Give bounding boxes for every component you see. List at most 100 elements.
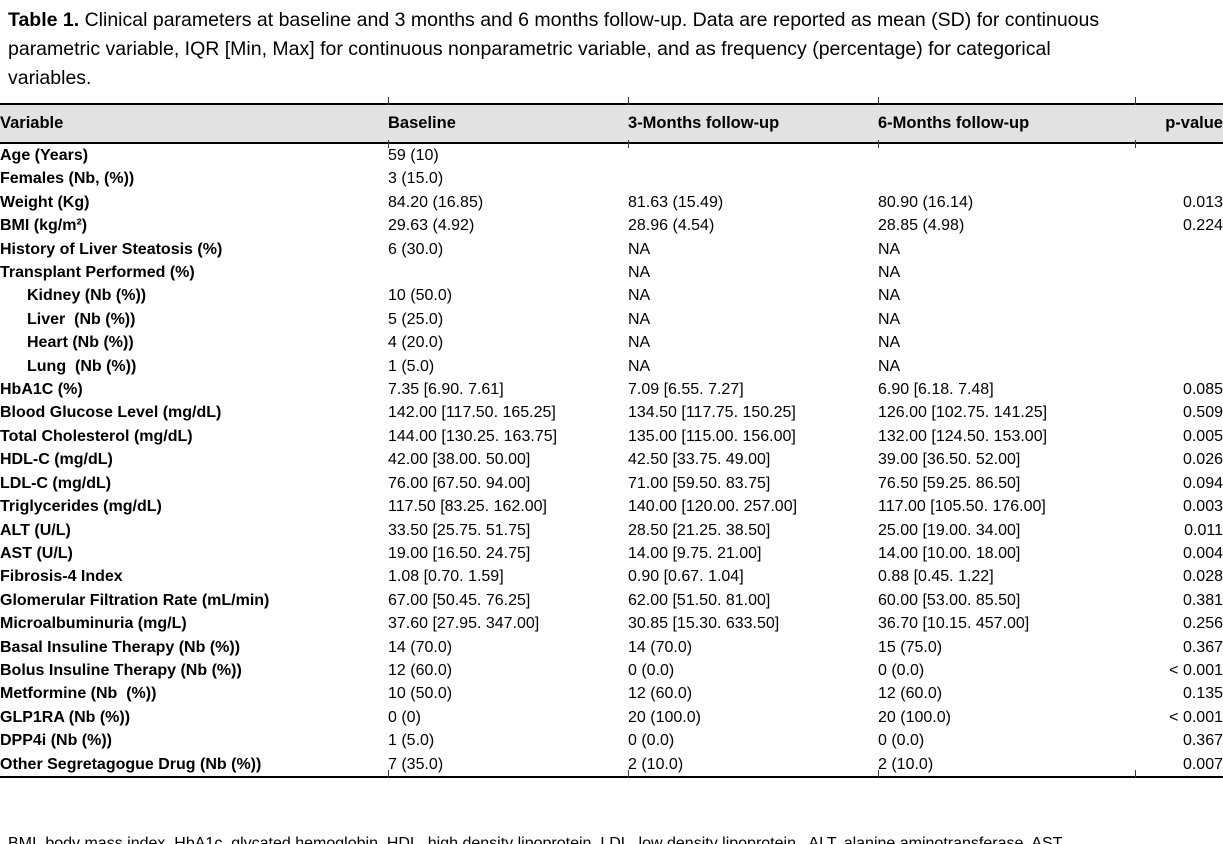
table-row: Other Segretagogue Drug (Nb (%)) 7 (35.0… [0, 752, 1223, 778]
followup-3m-cell: 0 (0.0) [628, 732, 675, 750]
followup-3m-cell: 134.50 [117.75. 150.25] [628, 404, 796, 422]
variable-cell: Transplant Performed (%) [0, 264, 195, 282]
followup-3m-cell: 28.96 (4.54) [628, 217, 715, 235]
variable-cell: Other Segretagogue Drug (Nb (%)) [0, 752, 388, 778]
header-baseline: Baseline [388, 103, 628, 144]
followup-6m-cell [878, 167, 1135, 190]
followup-6m-cell: 12 (60.0) [878, 685, 943, 703]
followup-3m-cell: 20 (100.0) [628, 708, 701, 726]
caption-text-1: Clinical parameters at baseline and 3 mo… [79, 9, 1100, 31]
baseline-cell: 1 (5.0) [388, 357, 435, 375]
followup-6m-cell: NA [878, 357, 901, 375]
followup-6m-cell: 126.00 [102.75. 141.25] [878, 404, 1048, 422]
table-header: Variable Baseline 3-Months follow-up 6-M… [0, 103, 1223, 144]
column-divider-tick [1135, 140, 1136, 148]
followup-3m-cell: NA [628, 310, 651, 328]
followup-3m-cell: 14 (70.0) [628, 638, 693, 656]
variable-cell: Females (Nb, (%)) [0, 170, 135, 188]
variable-cell: Heart (Nb (%)) [27, 334, 134, 352]
p-value-cell: 0.007 [1135, 752, 1223, 778]
followup-3m-cell [628, 167, 878, 190]
table-row: Transplant Performed (%) NA NA [0, 261, 1223, 284]
followup-6m-cell: 6.90 [6.18. 7.48] [878, 381, 994, 399]
baseline-cell: 5 (25.0) [388, 310, 444, 328]
variable-cell: History of Liver Steatosis (%) [0, 240, 223, 258]
p-value-cell: 0.256 [1182, 615, 1223, 633]
baseline-cell: 59 (10) [388, 147, 439, 164]
p-value-cell [1135, 284, 1223, 307]
p-value-cell: 0.013 [1182, 193, 1223, 211]
baseline-cell: 10 (50.0) [388, 685, 453, 703]
column-divider-tick [388, 770, 389, 778]
baseline-cell: 6 (30.0) [388, 240, 444, 258]
followup-6m-cell: 76.50 [59.25. 86.50] [878, 474, 1021, 492]
followup-6m-cell: NA [878, 310, 901, 328]
p-value-cell [1135, 261, 1223, 284]
header-p-value: p-value [1135, 103, 1223, 144]
variable-cell: Glomerular Filtration Rate (mL/min) [0, 591, 270, 609]
variable-cell: HDL-C (mg/dL) [0, 451, 113, 469]
table-row: Age (Years) 59 (10) [0, 143, 1223, 167]
variable-cell: Bolus Insuline Therapy (Nb (%)) [0, 661, 242, 679]
column-divider-tick [388, 97, 389, 105]
followup-6m-cell [878, 143, 1135, 167]
column-divider-tick [878, 770, 879, 778]
table-row: Females (Nb, (%)) 3 (15.0) [0, 167, 1223, 190]
variable-cell: Total Cholesterol (mg/dL) [0, 427, 193, 445]
table-row: Triglycerides (mg/dL) 117.50 [83.25. 162… [0, 495, 1223, 518]
variable-cell: Liver (Nb (%)) [27, 310, 136, 328]
baseline-cell: 142.00 [117.50. 165.25] [388, 404, 556, 422]
p-value-cell: 0.094 [1182, 474, 1223, 492]
p-value-cell [1135, 308, 1223, 331]
followup-3m-cell: 30.85 [15.30. 633.50] [628, 615, 780, 633]
p-value-cell: 0.135 [1182, 685, 1223, 703]
baseline-cell: 4 (20.0) [388, 334, 444, 352]
variable-cell: GLP1RA (Nb (%)) [0, 708, 131, 726]
p-value-cell: < 0.001 [1169, 708, 1223, 726]
p-value-cell: 0.381 [1182, 591, 1223, 609]
clinical-parameters-table: Variable Baseline 3-Months follow-up 6-M… [0, 103, 1223, 778]
baseline-cell: 1 (5.0) [388, 732, 435, 750]
column-divider-tick [1135, 770, 1136, 778]
table-row: Kidney (Nb (%)) 10 (50.0) NA NA [0, 284, 1223, 307]
followup-3m-cell: 81.63 (15.49) [628, 193, 724, 211]
table-row: GLP1RA (Nb (%)) 0 (0) 20 (100.0) 20 (100… [0, 706, 1223, 729]
variable-cell: LDL-C (mg/dL) [0, 474, 112, 492]
p-value-cell [1135, 143, 1223, 167]
p-value-cell [1135, 238, 1223, 261]
table-row: Total Cholesterol (mg/dL) 144.00 [130.25… [0, 425, 1223, 448]
column-divider-tick [628, 140, 629, 148]
footnote-line-1: BMI, body mass index. HbA1c, glycated he… [8, 835, 1066, 844]
table-row: Glomerular Filtration Rate (mL/min) 67.0… [0, 589, 1223, 612]
followup-3m-cell: NA [628, 264, 651, 282]
p-value-cell: 0.011 [1184, 521, 1223, 539]
followup-6m-cell: 20 (100.0) [878, 708, 951, 726]
p-value-cell: < 0.001 [1169, 661, 1223, 679]
followup-6m-cell: 39.00 [36.50. 52.00] [878, 451, 1021, 469]
header-6-months: 6-Months follow-up [878, 103, 1135, 144]
followup-6m-cell: 80.90 (16.14) [878, 193, 974, 211]
caption-line-2: parametric variable, IQR [Min, Max] for … [8, 38, 1051, 60]
p-value-cell: 0.085 [1182, 381, 1223, 399]
followup-6m-cell: NA [878, 264, 901, 282]
header-row: Variable Baseline 3-Months follow-up 6-M… [0, 103, 1223, 144]
baseline-cell: 3 (15.0) [388, 170, 444, 188]
column-divider-tick [878, 140, 879, 148]
baseline-cell: 19.00 [16.50. 24.75] [388, 544, 531, 562]
followup-6m-cell: 14.00 [10.00. 18.00] [878, 544, 1021, 562]
followup-6m-cell: 25.00 [19.00. 34.00] [878, 521, 1021, 539]
baseline-cell: 0 (0) [388, 708, 421, 726]
followup-3m-cell: 12 (60.0) [628, 685, 693, 703]
followup-6m-cell: 0.88 [0.45. 1.22] [878, 568, 994, 586]
table-caption: Table 1. Clinical parameters at baseline… [8, 6, 1218, 93]
followup-6m-cell: NA [878, 240, 901, 258]
baseline-cell [388, 261, 628, 284]
followup-3m-cell: 71.00 [59.50. 83.75] [628, 474, 771, 492]
variable-cell: Metformine (Nb (%)) [0, 685, 157, 703]
baseline-cell: 7 (35.0) [388, 752, 628, 778]
baseline-cell: 12 (60.0) [388, 661, 453, 679]
followup-3m-cell: NA [628, 240, 651, 258]
followup-3m-cell: 42.50 [33.75. 49.00] [628, 451, 771, 469]
column-divider-tick [878, 97, 879, 105]
table-row: Basal Insuline Therapy (Nb (%)) 14 (70.0… [0, 636, 1223, 659]
